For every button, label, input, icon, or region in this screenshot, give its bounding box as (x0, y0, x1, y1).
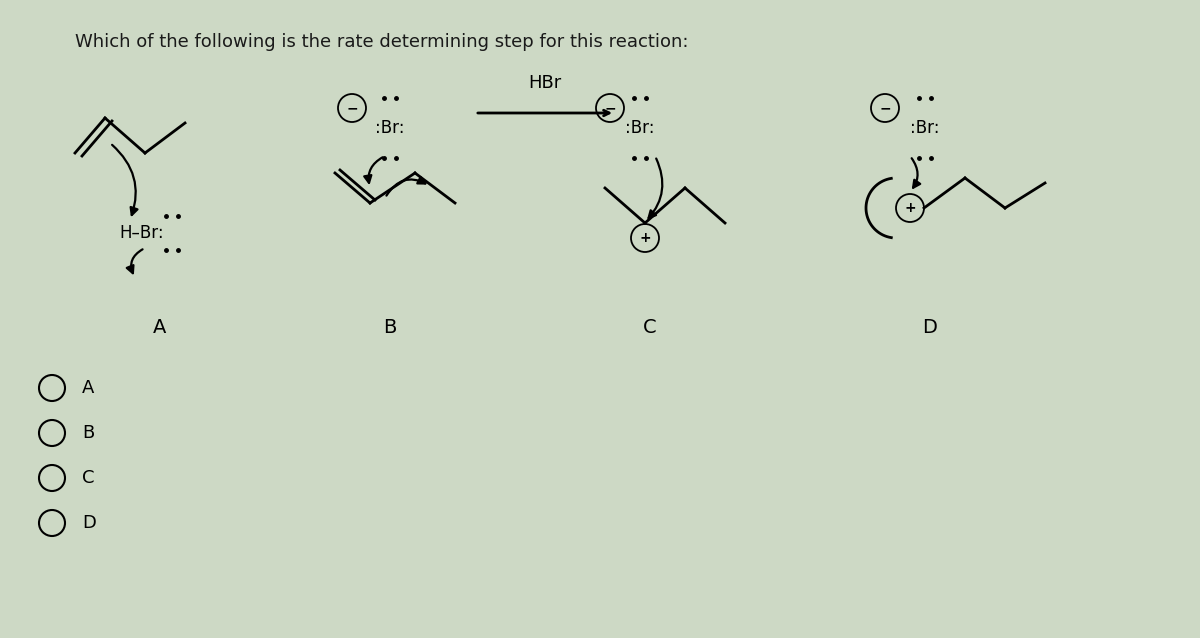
Text: +: + (904, 201, 916, 215)
FancyArrowPatch shape (127, 249, 143, 273)
Text: −: − (604, 101, 616, 115)
Text: B: B (82, 424, 95, 442)
Text: A: A (82, 379, 95, 397)
Text: HBr: HBr (528, 74, 562, 92)
FancyArrowPatch shape (112, 145, 138, 215)
Text: A: A (154, 318, 167, 338)
Text: C: C (82, 469, 95, 487)
Text: −: − (346, 101, 358, 115)
Text: :Br:: :Br: (625, 119, 655, 137)
Text: D: D (82, 514, 96, 532)
Text: −: − (880, 101, 890, 115)
FancyArrowPatch shape (365, 158, 383, 183)
Text: C: C (643, 318, 656, 338)
Text: Which of the following is the rate determining step for this reaction:: Which of the following is the rate deter… (74, 33, 689, 51)
Text: B: B (383, 318, 397, 338)
Text: :Br:: :Br: (376, 119, 404, 137)
FancyArrowPatch shape (912, 158, 920, 188)
Text: +: + (640, 231, 650, 245)
Text: H–Br:: H–Br: (120, 224, 164, 242)
FancyArrowPatch shape (648, 158, 662, 218)
Text: :Br:: :Br: (911, 119, 940, 137)
FancyArrowPatch shape (386, 177, 425, 196)
Text: D: D (923, 318, 937, 338)
